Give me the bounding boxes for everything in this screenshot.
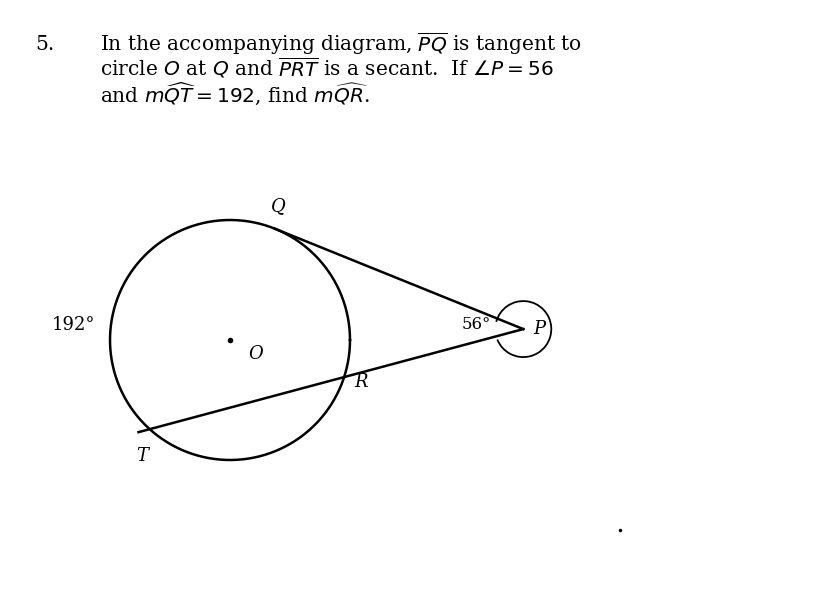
Text: 192°: 192° — [52, 316, 95, 334]
Text: Q: Q — [271, 197, 286, 215]
Text: R: R — [354, 373, 368, 391]
Text: In the accompanying diagram, $\overline{PQ}$ is tangent to: In the accompanying diagram, $\overline{… — [100, 30, 582, 57]
Text: P: P — [534, 320, 545, 338]
Text: and $m\widehat{QT} = 192$, find $m\widehat{QR}$.: and $m\widehat{QT} = 192$, find $m\wideh… — [100, 80, 369, 107]
Text: circle $O$ at $Q$ and $\overline{PRT}$ is a secant.  If $\angle P = 56$: circle $O$ at $Q$ and $\overline{PRT}$ i… — [100, 55, 553, 80]
Text: O: O — [248, 345, 263, 363]
Text: 5.: 5. — [35, 35, 54, 54]
Text: 56°: 56° — [462, 315, 491, 333]
Text: T: T — [135, 447, 148, 465]
